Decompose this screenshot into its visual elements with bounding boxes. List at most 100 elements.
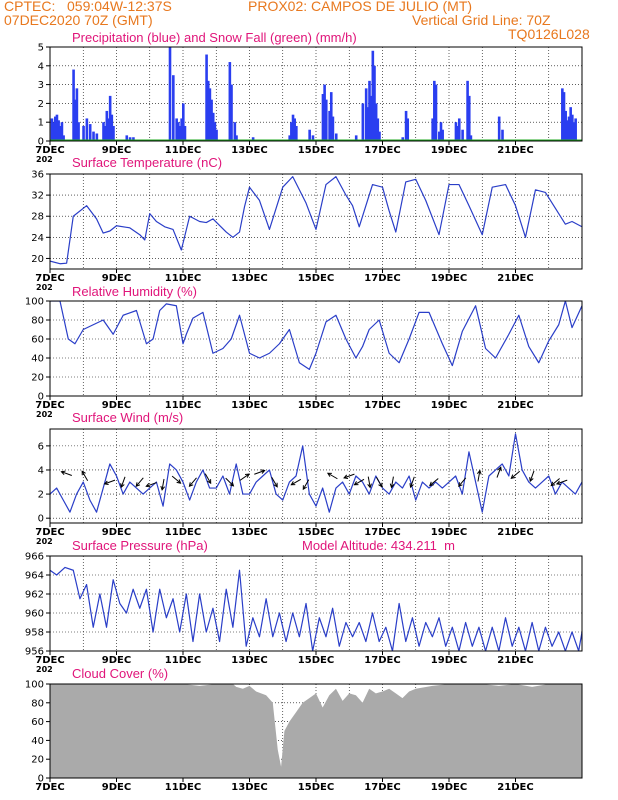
wind-frame	[49, 428, 583, 524]
wind-ytick-label: 0	[38, 514, 44, 525]
temperature-xtick-label: 13DEC	[231, 273, 267, 284]
precip-bar	[369, 95, 373, 141]
precip-ytick-label: 1	[38, 118, 44, 129]
precip-bar	[331, 116, 335, 141]
precip-bar	[73, 99, 77, 141]
wind-xtick-label: 21DEC	[497, 527, 533, 538]
cloud-xtick-label: 17DEC	[364, 782, 400, 793]
precip-bar	[456, 125, 459, 141]
wind-arrow	[375, 477, 383, 488]
precip-ytick-label: 0	[38, 137, 44, 148]
wind-year-stub: 202	[36, 537, 53, 546]
precip-bar	[168, 47, 172, 141]
humidity-year-stub: 202	[36, 410, 53, 419]
temperature-panel-title: Surface Temperature (nC)	[72, 155, 223, 170]
temperature-plot	[46, 173, 583, 273]
precip-bar	[132, 137, 135, 141]
precip-bar	[566, 120, 569, 141]
precip-bar	[77, 122, 80, 141]
temperature-xtick-label: 17DEC	[364, 273, 400, 284]
pressure-xtick-label: 13DEC	[231, 655, 267, 666]
pressure-line	[50, 566, 582, 651]
precip-bar	[497, 116, 501, 141]
precip-ytick-label: 3	[38, 80, 44, 91]
wind-arrow	[145, 482, 157, 488]
cloud-ytick-label: 0	[38, 774, 44, 785]
precip-bar	[311, 135, 315, 141]
wind-arrow	[188, 477, 197, 488]
precip-bar	[175, 118, 178, 141]
humidity-frame	[49, 300, 583, 397]
pressure-ytick-label: 966	[25, 552, 44, 563]
precip-plot	[46, 46, 583, 145]
precip-bar	[374, 103, 378, 141]
precip-bar	[182, 103, 185, 141]
precip-bar	[569, 107, 572, 141]
precip-bar	[434, 84, 438, 141]
precip-bar	[125, 135, 129, 141]
precip-bar	[401, 137, 405, 141]
precip-bar	[110, 114, 114, 141]
pressure-panel-title: Surface Pressure (hPa)	[72, 538, 208, 553]
wind-arrow	[120, 476, 126, 489]
precip-bar	[107, 118, 110, 141]
pressure-xtick-label: 9DEC	[102, 655, 131, 666]
header-model-code: TQ0126L028	[508, 26, 590, 42]
cloud-xtick-label: 11DEC	[165, 782, 201, 793]
precip-bar	[366, 107, 370, 141]
precip-bar	[431, 118, 434, 141]
cloud-xtick-label: 19DEC	[431, 782, 467, 793]
precip-bar	[308, 129, 311, 141]
pressure-ytick-label: 956	[25, 647, 44, 658]
temperature-series	[50, 176, 582, 265]
pressure-ytick-label: 960	[25, 609, 44, 620]
precip-bar	[328, 110, 331, 141]
precip-bar	[85, 118, 89, 141]
precip-ytick-label: 2	[38, 99, 44, 110]
cloud-cover-area	[50, 684, 582, 778]
temperature-ytick-label: 28	[31, 212, 44, 223]
wind-arrow	[496, 466, 502, 478]
precip-bar	[288, 135, 291, 141]
precip-bar	[441, 129, 444, 141]
precip-bar	[55, 114, 59, 141]
wind-arrow	[60, 470, 72, 476]
precip-bar	[406, 118, 410, 141]
wind-arrow	[239, 473, 250, 481]
wind-arrow	[555, 479, 568, 486]
wind-arrow	[389, 476, 395, 489]
wind-xtick-label: 13DEC	[231, 527, 267, 538]
precip-bar	[60, 122, 64, 141]
wind-arrow	[171, 475, 182, 484]
precip-bar	[105, 110, 109, 141]
temperature-xtick-label: 7DEC	[35, 273, 64, 284]
precip-ytick-label: 4	[38, 61, 44, 72]
wind-plot	[46, 428, 583, 527]
header-station-name: PROX02: CAMPOS DE JULIO (MT)	[248, 0, 473, 14]
precip-bar	[454, 122, 458, 141]
precip-bar	[92, 131, 95, 141]
precip-bar	[112, 125, 115, 141]
wind-arrow	[204, 473, 212, 485]
wind-arrow	[343, 473, 355, 479]
pressure-ytick-label: 962	[25, 590, 44, 601]
precip-bar	[215, 129, 218, 141]
precip-bar	[183, 125, 187, 141]
wind-arrow	[367, 476, 372, 489]
precip-bar	[564, 110, 567, 141]
humidity-series	[50, 301, 582, 370]
cloud-panel-title: Cloud Cover (%)	[72, 666, 169, 681]
pressure-xtick-label: 21DEC	[497, 655, 533, 666]
precip-bar	[62, 135, 65, 141]
precip-bar	[364, 88, 368, 141]
precip-panel-title: Precipitation (blue) and Snow Fall (gree…	[72, 30, 357, 45]
wind-xtick-label: 15DEC	[298, 527, 334, 538]
precip-bar	[206, 80, 210, 141]
wind-xtick-label: 17DEC	[364, 527, 400, 538]
precip-xtick-label: 11DEC	[165, 145, 201, 156]
precip-bar	[461, 129, 464, 141]
cloud-ytick-label: 100	[25, 680, 44, 691]
pressure-plot	[46, 555, 583, 655]
humidity-xtick-label: 11DEC	[165, 400, 201, 411]
